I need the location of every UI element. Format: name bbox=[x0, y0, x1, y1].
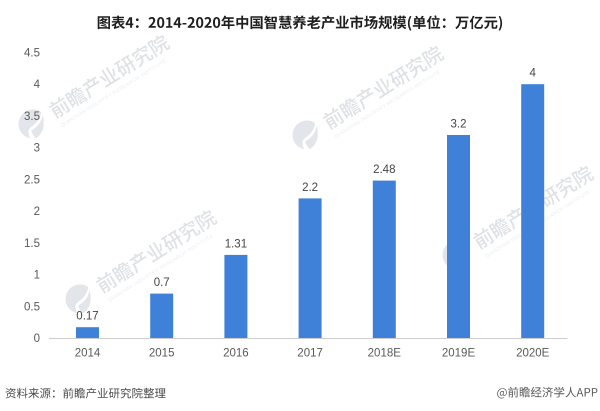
svg-text:0.7: 0.7 bbox=[154, 277, 170, 289]
svg-text:0: 0 bbox=[34, 333, 40, 345]
svg-text:4: 4 bbox=[34, 79, 41, 91]
svg-text:2.48: 2.48 bbox=[373, 164, 395, 176]
svg-text:2.2: 2.2 bbox=[302, 182, 318, 194]
svg-text:2015: 2015 bbox=[149, 348, 175, 360]
svg-text:2016: 2016 bbox=[223, 348, 249, 360]
svg-text:0.17: 0.17 bbox=[76, 311, 98, 323]
svg-text:2020E: 2020E bbox=[516, 348, 550, 360]
svg-text:2019E: 2019E bbox=[442, 348, 476, 360]
svg-text:2017: 2017 bbox=[297, 348, 323, 360]
svg-text:2: 2 bbox=[34, 206, 40, 218]
svg-text:1.31: 1.31 bbox=[225, 238, 247, 250]
svg-text:4.5: 4.5 bbox=[24, 48, 40, 60]
svg-text:1.5: 1.5 bbox=[24, 238, 40, 250]
svg-text:0.5: 0.5 bbox=[24, 301, 40, 313]
svg-text:2018E: 2018E bbox=[368, 348, 402, 360]
svg-text:2.5: 2.5 bbox=[24, 174, 40, 186]
svg-text:3.5: 3.5 bbox=[24, 111, 40, 123]
svg-text:3.2: 3.2 bbox=[451, 119, 467, 131]
svg-text:4: 4 bbox=[529, 68, 536, 80]
svg-text:3: 3 bbox=[34, 143, 40, 155]
svg-text:2014: 2014 bbox=[75, 348, 101, 360]
svg-text:1: 1 bbox=[34, 270, 40, 282]
